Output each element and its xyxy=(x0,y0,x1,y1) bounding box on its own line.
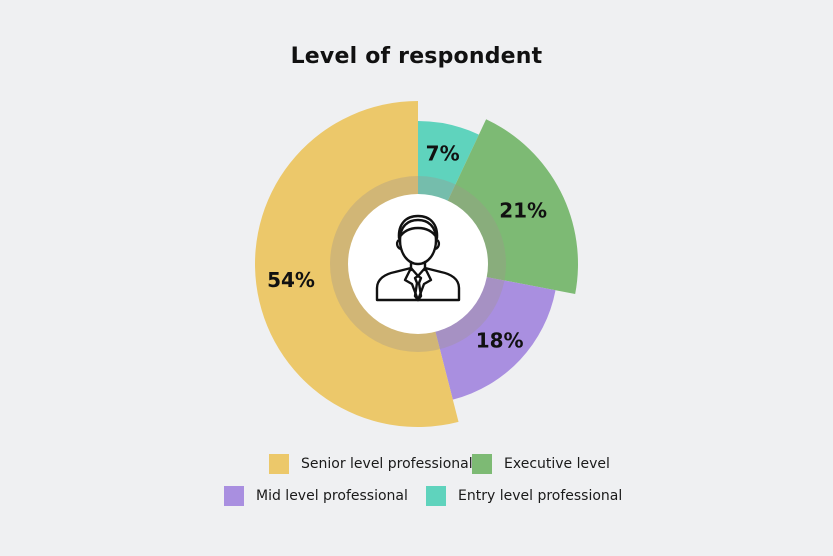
chart-title: Level of respondent xyxy=(290,44,543,69)
slice-label-senior: 54% xyxy=(267,268,315,292)
legend-label-executive: Executive level xyxy=(504,456,610,472)
legend-swatch-entry xyxy=(426,486,446,506)
legend-item-mid: Mid level professional xyxy=(224,485,408,507)
legend-item-senior: Senior level professional xyxy=(269,453,473,475)
slice-label-mid: 18% xyxy=(476,329,524,353)
businessman-icon xyxy=(375,214,461,302)
legend-swatch-mid xyxy=(224,486,244,506)
legend-label-senior: Senior level professional xyxy=(301,456,473,472)
legend-label-mid: Mid level professional xyxy=(256,488,408,504)
slice-labels: 7% 21% 18% 54% xyxy=(267,142,547,353)
legend-swatch-senior xyxy=(269,454,289,474)
slice-label-entry: 7% xyxy=(426,142,460,166)
legend-label-entry: Entry level professional xyxy=(458,488,623,504)
slice-label-executive: 21% xyxy=(499,198,547,222)
slice-entry xyxy=(418,121,479,219)
legend-swatch-executive xyxy=(472,454,492,474)
legend-item-entry: Entry level professional xyxy=(426,485,622,507)
legend-item-executive: Executive level xyxy=(472,453,610,475)
